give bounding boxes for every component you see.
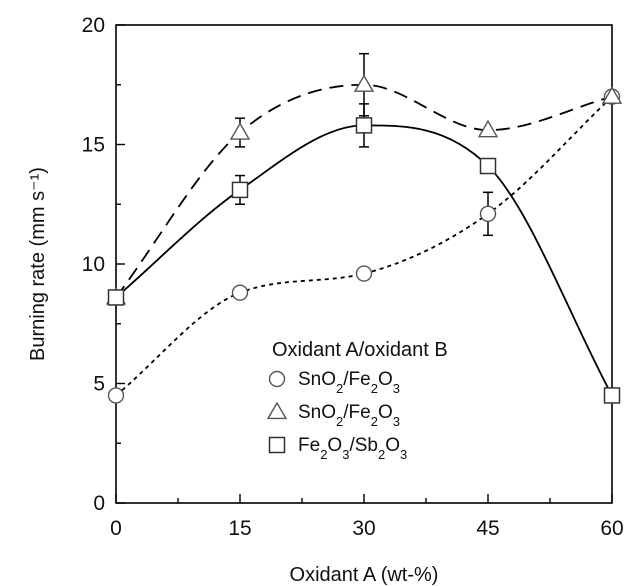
- y-tick-label: 0: [93, 492, 105, 515]
- data-point-square: [603, 387, 621, 404]
- x-tick-label: 60: [600, 517, 623, 540]
- y-tick-label: 5: [93, 373, 105, 396]
- y-tick-label: 20: [82, 14, 105, 37]
- data-point-triangle: [601, 86, 623, 104]
- data-point-square: [107, 289, 125, 306]
- data-point-triangle: [353, 74, 375, 92]
- legend-marker-square: [268, 436, 286, 454]
- data-point-triangle: [477, 119, 499, 138]
- data-point-circle: [231, 284, 249, 301]
- data-point-square: [479, 157, 497, 175]
- x-tick-label: 45: [476, 517, 499, 540]
- y-axis-title: Burning rate (mm s⁻¹): [27, 167, 49, 361]
- y-tick-label: 15: [82, 134, 105, 157]
- x-tick-label: 0: [110, 517, 122, 540]
- series-line-circle: [115, 96, 613, 397]
- data-point-square: [355, 117, 373, 134]
- data-point-circle: [107, 387, 125, 404]
- x-axis-title: Oxidant A (wt-%): [290, 564, 439, 586]
- data-point-triangle: [229, 122, 251, 140]
- x-tick-label: 30: [352, 517, 375, 540]
- data-point-square: [231, 181, 249, 199]
- y-axis-ticks: 0 5 10 15 20: [82, 14, 125, 515]
- legend-marker-circle: [268, 370, 286, 388]
- x-tick-label: 15: [228, 517, 251, 540]
- legend-label: SnO2/Fe2O3: [298, 402, 400, 429]
- legend-title: Oxidant A/oxidant B: [272, 339, 448, 361]
- legend-label: SnO2/Fe2O3: [298, 369, 400, 396]
- y-tick-label: 10: [82, 253, 105, 276]
- legend-label: Fe2O3/Sb2O3: [298, 435, 407, 462]
- data-point-circle: [355, 265, 373, 282]
- legend: Oxidant A/oxidant B SnO2/Fe2O3 SnO2/Fe2O3…: [266, 339, 448, 462]
- x-axis-ticks: 0 15 30 45 60: [110, 494, 624, 540]
- legend-marker-triangle: [266, 401, 288, 420]
- data-point-circle: [479, 205, 497, 223]
- data-markers: [105, 74, 623, 404]
